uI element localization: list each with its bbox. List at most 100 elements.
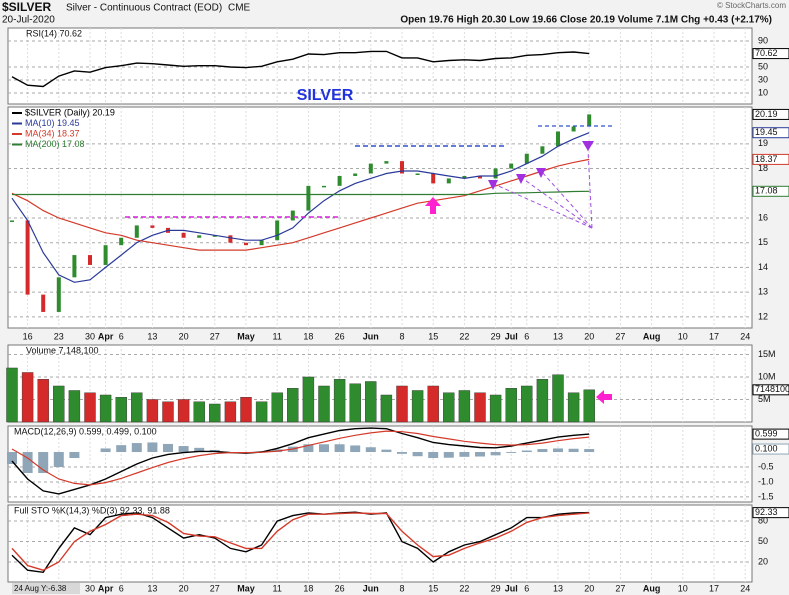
histogram-bar	[584, 449, 595, 453]
histogram-bar	[303, 444, 314, 453]
histogram-bar	[459, 452, 470, 457]
volume-bar	[349, 383, 361, 423]
x-tick-label: Aug	[643, 331, 661, 341]
histogram-bar	[553, 448, 563, 453]
x-tick-label: 6	[119, 331, 124, 341]
x-tick-label: 20	[584, 331, 594, 341]
price-bar	[493, 168, 498, 179]
x-tick-label: 10	[678, 331, 688, 341]
histogram-bar	[163, 443, 173, 453]
volume-bar	[271, 392, 283, 423]
volume-bar	[99, 394, 112, 423]
volume-bar	[380, 394, 393, 423]
x-tick-label: 29	[491, 331, 501, 341]
y-tick-label: 13	[758, 287, 768, 297]
volume-bar	[443, 392, 455, 423]
price-bar	[88, 255, 92, 265]
value-box-label: 70.62	[755, 48, 778, 58]
panel-frame	[7, 425, 753, 503]
price-bar	[587, 114, 592, 127]
value-box	[752, 48, 789, 60]
value-box-label: 17.08	[755, 186, 778, 196]
volume-bar	[193, 401, 205, 423]
x-tick-label: Aug	[643, 583, 661, 593]
panel-legend: RSI(14) 70.62	[26, 28, 82, 38]
price-bar	[150, 225, 155, 228]
histogram-bar	[568, 448, 579, 453]
price-bar	[446, 178, 451, 184]
value-box	[752, 507, 789, 519]
y-tick-label: 15	[758, 237, 768, 247]
price-bar	[103, 245, 108, 265]
y-tick-label: -0.5	[758, 461, 774, 471]
volume-bar	[6, 367, 18, 423]
volume-bar	[489, 394, 502, 423]
volume-bar	[131, 392, 143, 423]
x-tick-label: Jun	[363, 331, 379, 341]
price-bar	[462, 175, 467, 179]
value-box-label: 0.100	[755, 443, 778, 453]
histogram-bar	[443, 452, 454, 458]
x-tick-label: 20	[179, 583, 189, 593]
price-bar	[119, 237, 124, 246]
x-tick-label: 16	[23, 331, 33, 341]
annotations: 24 Aug Y:-6.38	[12, 125, 612, 594]
x-tick-label: 27	[615, 331, 625, 341]
cursor-readout: 24 Aug Y:-6.38	[14, 584, 67, 593]
price-bar	[197, 235, 202, 238]
chart-title: SILVER	[297, 87, 354, 104]
histogram-bar	[116, 445, 127, 453]
x-tick-label: 10	[678, 583, 688, 593]
histogram-bar	[319, 444, 329, 453]
histogram-bar	[7, 452, 17, 464]
histogram-bar	[490, 452, 501, 456]
x-tick-label: 6	[524, 583, 529, 593]
x-tick-label: 13	[147, 583, 157, 593]
x-tick-label: 30	[85, 583, 95, 593]
price-bar	[10, 220, 14, 222]
price-bar	[384, 161, 389, 164]
value-box	[752, 127, 789, 139]
line-series	[11, 511, 590, 574]
histogram-bar	[365, 447, 376, 453]
x-tick-label: Jul	[505, 331, 518, 341]
value-box-label: 92.33	[755, 507, 778, 517]
legend-entry: MA(200) 17.08	[25, 139, 85, 149]
volume-bar	[474, 392, 486, 423]
y-tick-label: 50	[758, 536, 768, 546]
price-bar	[509, 163, 514, 169]
panel-legend: MACD(12,26,9) 0.599, 0.499, 0.100	[14, 426, 157, 436]
volume-bar	[333, 379, 346, 423]
x-tick-label: 20	[584, 583, 594, 593]
x-tick-label: 11	[273, 331, 282, 341]
price-bar	[556, 131, 560, 147]
histogram-bar	[38, 452, 49, 473]
volume-bar	[224, 401, 237, 423]
x-tick-label: 13	[553, 331, 563, 341]
price-bar	[259, 240, 264, 246]
x-tick-label: 26	[335, 331, 345, 341]
x-tick-label: 27	[210, 331, 220, 341]
histogram-bar	[537, 449, 548, 453]
line-series	[11, 512, 590, 571]
panel-legend: Volume 7,148,100	[26, 345, 99, 355]
value-box-label: 18.37	[755, 154, 778, 164]
arrow-lines	[493, 149, 593, 229]
quote: Open 19.76 High 20.30 Low 19.66 Close 20…	[400, 15, 772, 26]
x-tick-label: Jul	[505, 583, 518, 593]
y-tick-label: 16	[758, 212, 768, 222]
value-box	[752, 443, 789, 455]
value-box	[752, 108, 789, 120]
price-bar	[478, 175, 482, 179]
volume-bar	[209, 403, 221, 423]
x-tick-label: May	[237, 583, 255, 593]
x-tick-label: 22	[459, 583, 469, 593]
line-series	[11, 427, 590, 495]
value-box-label: 19.45	[755, 127, 778, 137]
volume-bar	[302, 376, 315, 423]
price-bar	[72, 255, 77, 278]
x-tick-label: May	[237, 331, 255, 341]
x-tick-label: 15	[428, 583, 438, 593]
y-tick-label: 20	[758, 556, 768, 566]
price-bar	[415, 173, 420, 175]
